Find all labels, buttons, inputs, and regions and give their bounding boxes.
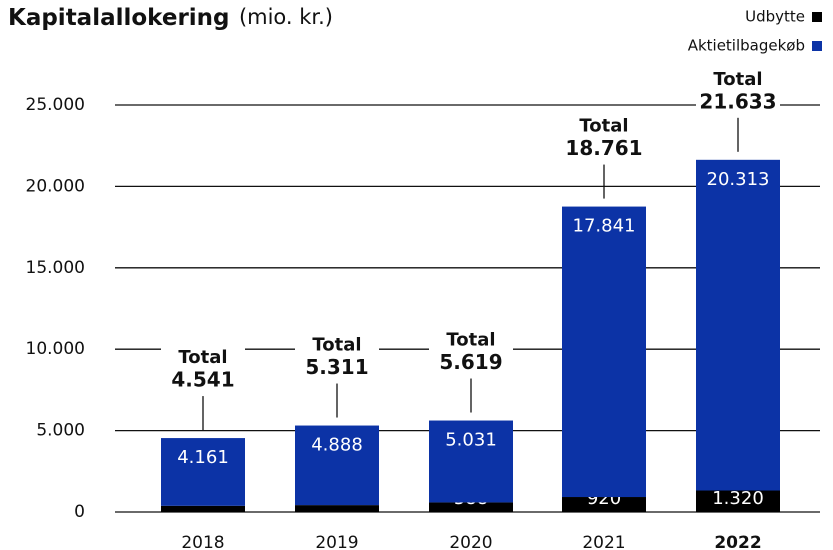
legend-swatch [812, 41, 822, 51]
chart-title: Kapitalallokering (mio. kr.) [8, 5, 333, 31]
total-title: Total [178, 347, 227, 368]
x-tick-label: 2022 [714, 533, 761, 550]
y-tick-label: 15.000 [26, 258, 85, 278]
y-tick-label: 10.000 [26, 339, 85, 359]
total-bg [562, 113, 646, 164]
bar-segment [562, 206, 646, 498]
legend-label: Aktietilbagekøb [688, 37, 805, 55]
title: Kapitalallokering [8, 5, 230, 31]
total-bg [696, 66, 780, 117]
total-label: 5.311 [305, 355, 368, 379]
total-title: Total [312, 335, 361, 356]
total-title: Total [579, 116, 628, 137]
value-label: 1.320 [712, 488, 764, 509]
y-tick-label: 5.000 [36, 421, 85, 441]
bar-segment [161, 505, 245, 512]
x-tick-label: 2021 [582, 533, 625, 550]
legend-label: Udbytte [745, 8, 805, 26]
y-tick-label: 20.000 [26, 176, 85, 196]
total-label: 5.619 [439, 350, 502, 374]
bar-segment [562, 497, 646, 512]
total-label: 21.633 [699, 89, 776, 113]
subtitle: (mio. kr.) [239, 5, 333, 29]
bar-segment [429, 420, 513, 503]
y-tick-label: 0 [74, 502, 85, 522]
value-label: 5.031 [445, 430, 497, 451]
value-label: 17.841 [573, 216, 636, 237]
bar-segment [696, 159, 780, 491]
x-tick-label: 2018 [181, 533, 224, 550]
bar-segment [161, 438, 245, 506]
value-label: 4.888 [311, 435, 363, 456]
total-title: Total [446, 330, 495, 351]
bar-segment [429, 502, 513, 512]
bar-segment [295, 505, 379, 512]
total-label: 4.541 [171, 368, 234, 392]
total-bg [429, 327, 513, 378]
value-label: 20.313 [707, 169, 770, 190]
bar-segment [696, 490, 780, 512]
y-tick-label: 25.000 [26, 95, 85, 115]
bar-segment [295, 425, 379, 506]
total-title: Total [713, 69, 762, 90]
total-bg [295, 332, 379, 383]
total-bg [161, 345, 245, 396]
value-label: 4.161 [177, 447, 229, 468]
total-label: 18.761 [565, 136, 642, 160]
x-tick-label: 2019 [315, 533, 358, 550]
x-tick-label: 2020 [449, 533, 492, 550]
legend-swatch [812, 12, 822, 22]
